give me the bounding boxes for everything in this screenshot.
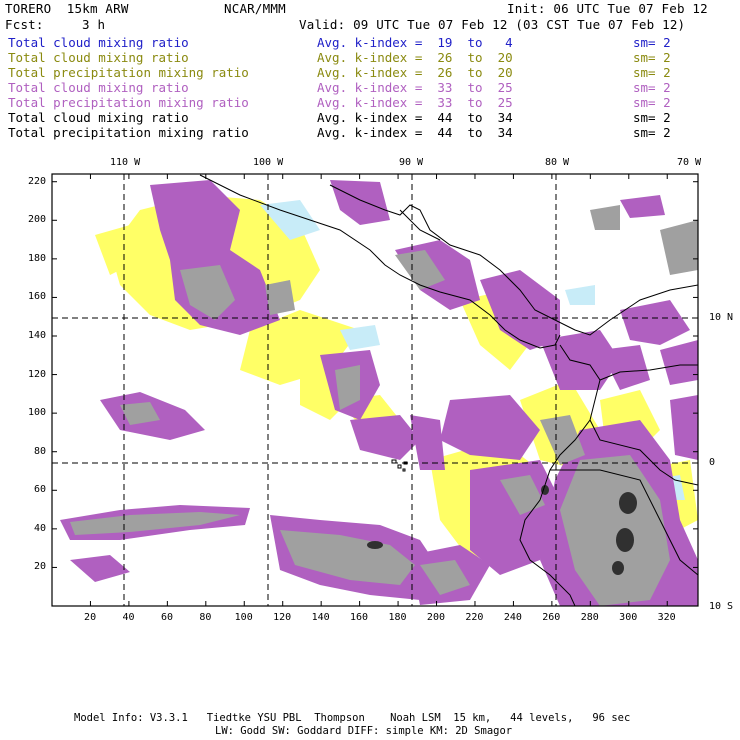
y-tick-label: 100	[27, 407, 46, 419]
y-tick-label: 140	[27, 330, 46, 341]
x-tick-label: 320	[657, 612, 676, 623]
y-tick-label: 40	[33, 522, 46, 534]
legend-smoothing: sm= 2	[633, 110, 671, 125]
x-tick-label: 240	[503, 612, 522, 623]
longitude-label: 80 W	[545, 157, 570, 168]
x-tick-label: 300	[619, 612, 638, 623]
x-tick-label: 180	[388, 612, 407, 623]
x-tick-label: 20	[84, 612, 97, 623]
legend-row: Total cloud mixing ratio Avg. k-index = 4…	[8, 110, 733, 125]
map-frame	[51, 173, 699, 607]
x-tick-label: 60	[160, 612, 173, 623]
y-tick-label: 120	[27, 368, 46, 380]
y-tick-label: 160	[27, 291, 46, 303]
legend-kindex: Avg. k-index = 44 to 34	[317, 110, 513, 125]
legend-field: Total cloud mixing ratio	[8, 110, 189, 125]
x-tick-label: 80	[199, 612, 212, 623]
graticule	[52, 174, 698, 606]
galapagos-islands	[391, 459, 408, 472]
forecast-hours: 3 h	[82, 17, 106, 32]
y-tick-label: 80	[33, 445, 46, 457]
longitude-label: 90 W	[399, 157, 424, 168]
legend-field: Total cloud mixing ratio	[8, 50, 189, 65]
legend-field: Total cloud mixing ratio	[8, 35, 189, 50]
legend-kindex: Avg. k-index = 26 to 20	[317, 50, 513, 65]
x-tick-label: 280	[580, 612, 599, 623]
legend-row: Total cloud mixing ratio Avg. k-index = 2…	[8, 50, 733, 65]
model-title: TORERO 15km ARW	[5, 1, 129, 16]
y-tick-label: 180	[27, 252, 46, 264]
latitude-label: 10 N	[709, 312, 734, 323]
valid-time: Valid: 09 UTC Tue 07 Feb 12 (03 CST Tue …	[299, 17, 686, 32]
legend-smoothing: sm= 2	[633, 125, 671, 140]
forecast-label: Fcst:	[5, 17, 44, 32]
model-info: Model Info: V3.3.1 Tiedtke YSU PBL Thomp…	[74, 712, 631, 724]
longitude-label: 100 W	[253, 157, 284, 168]
legend-field: Total precipitation mixing ratio	[8, 125, 249, 140]
legend-smoothing: sm= 2	[633, 35, 671, 50]
legend-kindex: Avg. k-index = 44 to 34	[317, 125, 513, 140]
y-tick-label: 200	[27, 214, 46, 226]
longitude-label: 70 W	[677, 157, 702, 168]
x-tick-label: 160	[350, 612, 369, 623]
dark-cloud-field	[367, 485, 637, 575]
legend-row: Total cloud mixing ratio Avg. k-index = 3…	[8, 80, 733, 95]
gray-cloud-field	[70, 205, 698, 606]
longitude-label: 110 W	[110, 157, 141, 168]
x-tick-label: 220	[465, 612, 484, 623]
init-time: Init: 06 UTC Tue 07 Feb 12	[507, 1, 708, 16]
x-tick-label: 100	[234, 612, 253, 623]
legend-kindex: Avg. k-index = 33 to 25	[317, 80, 513, 95]
legend-smoothing: sm= 2	[633, 65, 671, 80]
legend-field: Total precipitation mixing ratio	[8, 95, 249, 110]
y-tick-label: 20	[33, 561, 46, 573]
legend-smoothing: sm= 2	[633, 50, 671, 65]
legend-field: Total cloud mixing ratio	[8, 80, 189, 95]
y-tick-label: 220	[27, 175, 46, 187]
legend-kindex: Avg. k-index = 26 to 20	[317, 65, 513, 80]
latitude-label: 0	[709, 457, 716, 468]
x-tick-label: 40	[122, 612, 135, 623]
legend-smoothing: sm= 2	[633, 80, 671, 95]
legend-row: Total precipitation mixing ratio Avg. k-i…	[8, 125, 733, 140]
legend-kindex: Avg. k-index = 19 to 4	[317, 35, 513, 50]
x-tick-label: 140	[311, 612, 330, 623]
legend-smoothing: sm= 2	[633, 95, 671, 110]
legend-field: Total precipitation mixing ratio	[8, 65, 249, 80]
legend-row: Total cloud mixing ratio Avg. k-index = 1…	[8, 35, 733, 50]
physics-info: LW: Godd SW: Goddard DIFF: simple KM: 2D…	[215, 725, 513, 737]
organization-label: NCAR/MMM	[224, 1, 286, 16]
x-tick-label: 200	[426, 612, 445, 623]
x-tick-label: 260	[542, 612, 561, 623]
legend-row: Total precipitation mixing ratio Avg. k-i…	[8, 95, 733, 110]
legend-row: Total precipitation mixing ratio Avg. k-i…	[8, 65, 733, 80]
legend-kindex: Avg. k-index = 33 to 25	[317, 95, 513, 110]
y-tick-label: 60	[33, 484, 46, 496]
axis-ticks	[52, 174, 698, 606]
latitude-label: 10 S	[709, 601, 734, 612]
x-tick-label: 120	[273, 612, 292, 623]
